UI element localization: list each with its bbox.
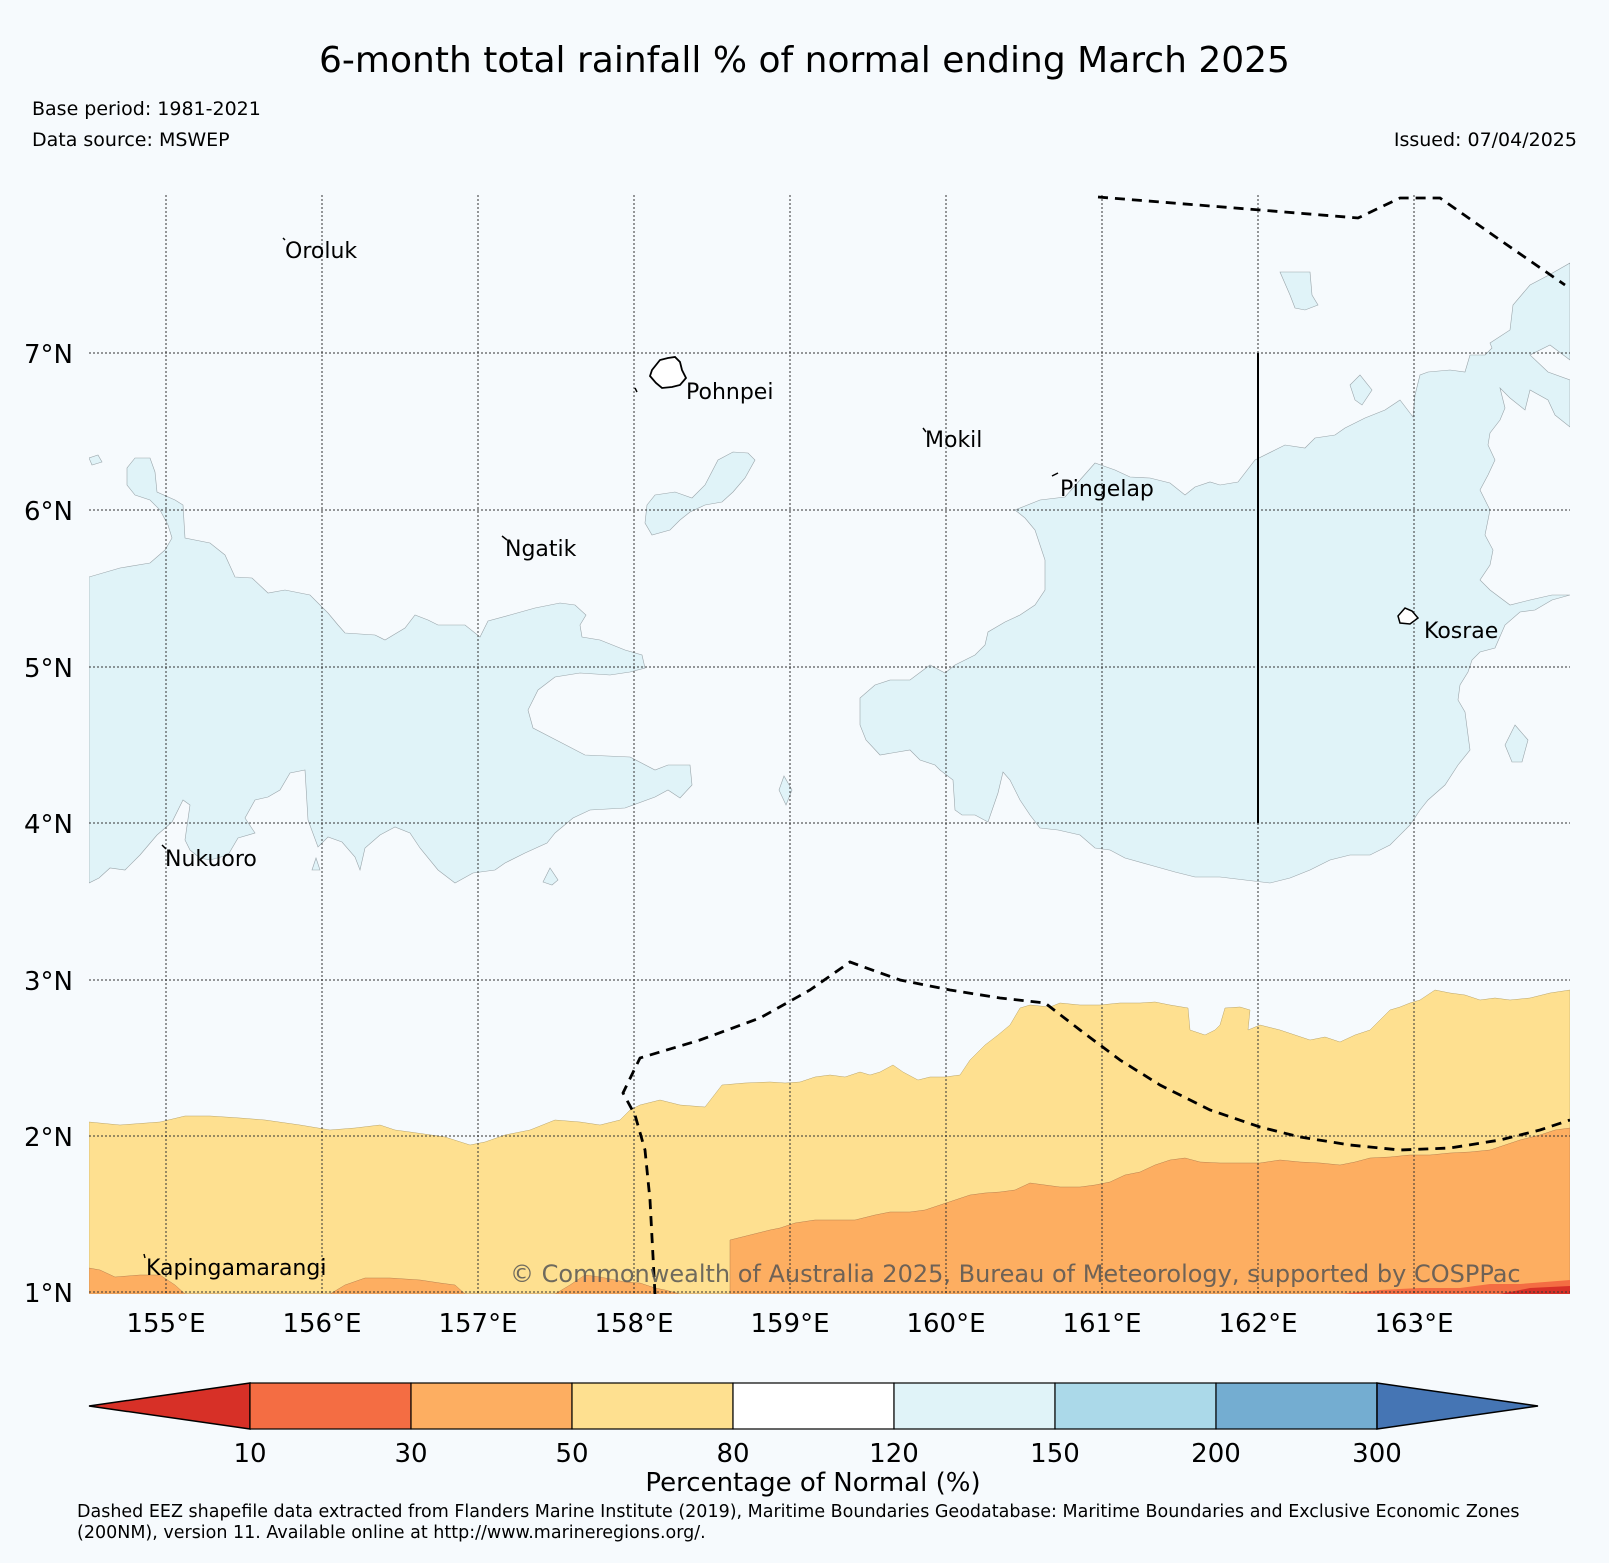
lon-axis-labels: 155°E 156°E 157°E 158°E 159°E 160°E 161°…: [126, 1309, 1453, 1339]
map-panel: [89, 195, 1570, 1294]
pohnpei-island-outline: [648, 356, 688, 389]
colorbar-extend-low: [88, 1382, 251, 1430]
lon-label-161e: 161°E: [1062, 1309, 1141, 1339]
colorbar-tick-300: 300: [1352, 1439, 1402, 1469]
colorbar-bin-150-200: [1054, 1382, 1217, 1430]
issued-date: Issued: 07/04/2025: [1393, 129, 1577, 151]
wet-islet-c3: [311, 857, 321, 871]
wet-islet-c2: [542, 867, 559, 886]
lat-gridlines: [89, 352, 1570, 1293]
dry-region-30-50: [89, 1127, 1570, 1294]
lat-label-1n: 1°N: [24, 1279, 73, 1309]
wet-islet-e2: [1349, 374, 1373, 406]
wet-region-west: [89, 457, 693, 884]
base-period: Base period: 1981-2021: [32, 98, 261, 120]
place-kosrae: Kosrae: [1424, 619, 1498, 644]
lon-label-160e: 160°E: [906, 1309, 985, 1339]
place-nukuoro: Nukuoro: [165, 847, 257, 872]
colorbar-bin-30-50: [410, 1382, 573, 1430]
place-kapingamarangi: Kapingamarangi: [146, 1256, 326, 1281]
lat-label-4n: 4°N: [24, 810, 73, 840]
lat-axis-labels: 7°N 6°N 5°N 4°N 3°N 2°N 1°N: [24, 340, 73, 1309]
wet-islet-e1: [1279, 271, 1319, 311]
place-ngatik: Ngatik: [505, 537, 577, 562]
data-source: Data source: MSWEP: [32, 129, 230, 151]
colorbar-extend-high: [1376, 1382, 1539, 1430]
dry-region-10-30: [1340, 1280, 1570, 1294]
lat-label-3n: 3°N: [24, 967, 73, 997]
wet-islet-c1: [778, 775, 793, 806]
lon-label-163e: 163°E: [1374, 1309, 1453, 1339]
colorbar-tick-200: 200: [1191, 1439, 1241, 1469]
islet-ticks: [143, 237, 1059, 1259]
colorbar-bin-80-120: [732, 1382, 895, 1430]
colorbar-tick-80: 80: [716, 1439, 749, 1469]
colorbar: [88, 1382, 1539, 1430]
lon-label-158e: 158°E: [594, 1309, 673, 1339]
place-pohnpei: Pohnpei: [686, 380, 773, 405]
lon-label-157e: 157°E: [438, 1309, 517, 1339]
colorbar-tick-labels: 10 30 50 80 120 150 200 300: [233, 1439, 1401, 1469]
place-mokil: Mokil: [925, 428, 982, 453]
colorbar-bin-50-80: [571, 1382, 734, 1430]
colorbar-tick-10: 10: [233, 1439, 266, 1469]
wet-region-east: [859, 262, 1570, 884]
lat-label-7n: 7°N: [24, 340, 73, 370]
kosrae-island-outline: [1397, 607, 1420, 625]
colorbar-tick-120: 120: [869, 1439, 919, 1469]
lon-label-162e: 162°E: [1218, 1309, 1297, 1339]
copyright-notice: © Commonwealth of Australia 2025, Bureau…: [510, 1260, 1521, 1288]
colorbar-bin-200-300: [1215, 1382, 1378, 1430]
place-labels: Oroluk Pohnpei Mokil Pingelap Ngatik Kos…: [146, 239, 1498, 1281]
lat-label-6n: 6°N: [24, 497, 73, 527]
place-oroluk: Oroluk: [285, 239, 357, 264]
colorbar-tick-30: 30: [394, 1439, 427, 1469]
page-title: 6-month total rainfall % of normal endin…: [319, 40, 1290, 81]
wet-islet-e3: [1504, 724, 1529, 763]
colorbar-bin-120-150: [893, 1382, 1056, 1430]
colorbar-tick-150: 150: [1030, 1439, 1080, 1469]
lat-label-2n: 2°N: [24, 1123, 73, 1153]
colorbar-title: Percentage of Normal (%): [645, 1468, 980, 1498]
place-pingelap: Pingelap: [1060, 477, 1154, 502]
lon-label-156e: 156°E: [282, 1309, 361, 1339]
wet-islet-w1: [89, 454, 103, 466]
colorbar-bin-10-30: [249, 1382, 412, 1430]
lon-label-155e: 155°E: [126, 1309, 205, 1339]
lon-label-159e: 159°E: [750, 1309, 829, 1339]
lat-label-5n: 5°N: [24, 654, 73, 684]
eez-boundaries: [621, 195, 1570, 1294]
colorbar-tick-50: 50: [555, 1439, 588, 1469]
footnote: Dashed EEZ shapefile data extracted from…: [77, 1502, 1520, 1543]
wet-region-pohnpei-east: [644, 451, 756, 536]
